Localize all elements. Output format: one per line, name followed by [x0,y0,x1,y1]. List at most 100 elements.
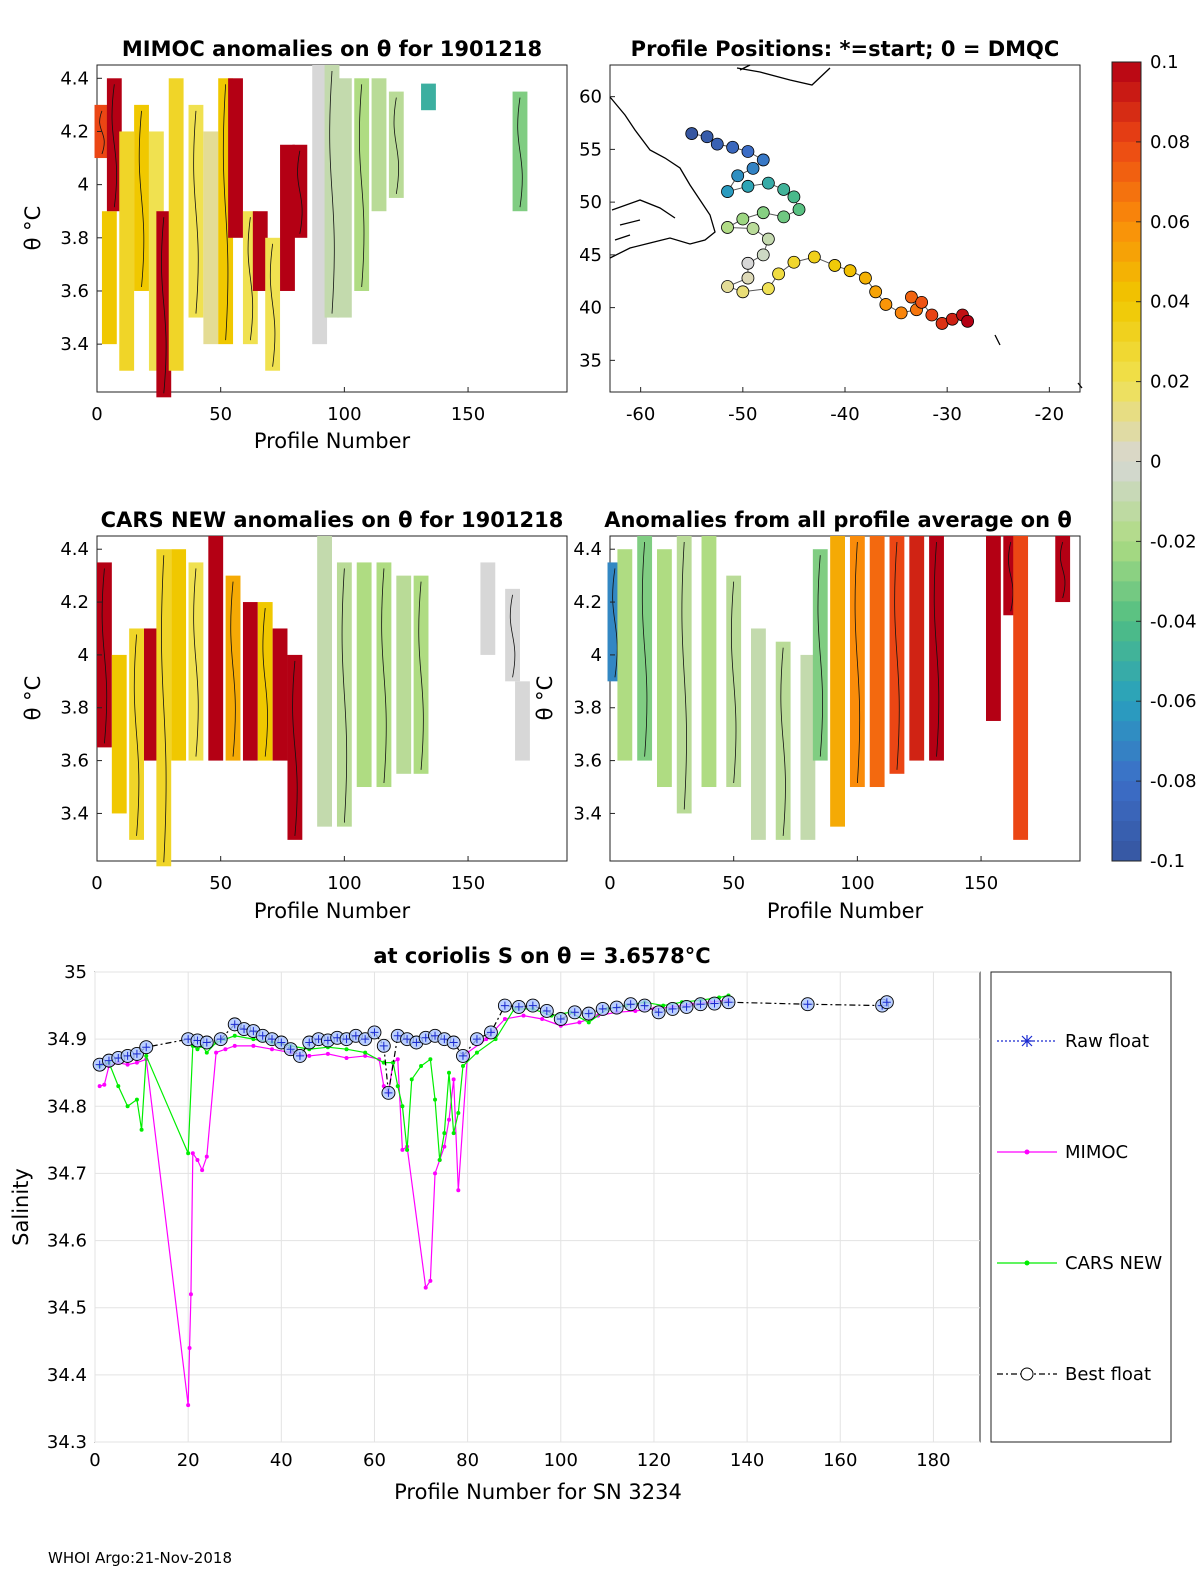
y-tick-label: 34.8 [47,1096,87,1117]
colorbar-segment [1112,381,1141,403]
mimoc-marker [521,1013,526,1018]
contour-line [297,150,303,234]
footer-stamp: WHOI Argo:21-Nov-2018 [48,1549,232,1567]
y-tick-label: 34.3 [47,1432,87,1453]
anomaly-cell [657,549,672,788]
colorbar-tick-label: 0.04 [1150,292,1190,313]
colorbar-segment [1112,701,1141,722]
raw-float-marker [286,1045,295,1054]
profile-position-marker [761,176,775,190]
x-tick-label: 100 [327,873,361,894]
profile-position-marker [741,256,755,270]
raw-float-marker [393,1031,402,1040]
colorbar-segment [1112,801,1141,822]
profile-position-marker [925,308,939,322]
mimoc-panel: 0 50 100 150 3.4 3.6 3.8 4 4.2 4.4 MIMOC anomalie… [21,37,568,453]
profile-position-marker [746,161,760,175]
cars-new-marker [474,1050,479,1055]
colorbar-segment [1112,161,1141,183]
colorbar-segment [1112,461,1141,482]
raw-float-marker [142,1043,151,1052]
latitude-tick-label: 35 [579,350,602,371]
raw-float-marker [626,1000,635,1009]
contour-line [341,568,348,823]
mimoc-marker [270,1047,274,1052]
mimoc-marker [125,1062,130,1067]
profile-position-marker [726,140,740,154]
colorbar-segment [1112,621,1141,642]
anomaly-cell [701,536,717,788]
anomaly-cell [800,654,816,840]
profile-position-marker [721,185,734,198]
profile-position-marker [807,250,821,264]
contour-line [292,660,298,836]
y-tick-label: 35 [64,962,87,983]
profile-position-marker [741,145,755,158]
raw-float-marker [258,1031,267,1040]
latitude-tick-label: 50 [579,192,602,213]
anomaly-cell [171,549,187,761]
mimoc-marker [204,1154,209,1159]
contour-line [230,581,236,757]
raw-float-marker [654,1008,663,1017]
raw-float-marker [277,1038,286,1047]
anomaly-cell [272,628,288,761]
longitude-tick-label: -30 [932,404,961,425]
contour-line [269,243,276,367]
colorbar-segment [1112,541,1141,562]
profile-position-marker [756,153,770,167]
raw-float-marker [542,1006,551,1015]
cars-new-marker [419,1064,424,1068]
y-tick-label: 3.6 [60,751,89,772]
anomaly-cell [317,536,332,827]
contour-line [894,541,900,770]
colorbar-segment [1112,741,1141,762]
mimoc-marker [456,1188,461,1193]
raw-float-marker [268,1035,276,1044]
raw-float-marker [431,1031,440,1040]
mimoc-marker [97,1084,102,1089]
y-tick-label: 34.7 [47,1163,87,1184]
mimoc-marker [447,1117,451,1122]
colorbar-tick-label: -0.06 [1150,691,1197,712]
colorbar-tick-label: 0.06 [1150,212,1190,233]
x-tick-label: 0 [89,1450,100,1471]
profile-position-marker [772,267,785,281]
mimoc-marker [102,1082,107,1087]
mimoc-marker [395,1057,400,1062]
coastline [609,64,1083,389]
cars-new-marker [232,1033,237,1038]
profile-position-marker [736,285,750,299]
x-tick-label: 120 [637,1450,671,1471]
y-tick-label: 3.8 [60,698,89,719]
anomaly-cell [111,654,127,814]
anomaly-cell [515,681,530,761]
profile-position-marker [915,295,929,309]
anomaly-cell [1013,536,1029,840]
longitude-tick-label: -50 [728,404,757,425]
y-tick-label: 4.4 [60,539,89,560]
x-tick-label: 0 [91,873,102,894]
legend-marker [1021,1035,1033,1047]
colorbar-tick-label: 0.08 [1150,132,1190,153]
x-tick-label: 150 [451,404,485,425]
profile-position-marker [894,306,908,320]
contour-line [1008,541,1014,612]
x-tick-label: 100 [544,1450,578,1471]
anomaly-cell [830,536,845,827]
x-tick-label: 60 [363,1450,386,1471]
colorbar-segment [1112,361,1141,383]
profile-position-marker [756,248,770,262]
profile-position-marker [756,206,770,220]
mimoc-marker [134,1060,139,1065]
raw-float-marker [882,998,891,1007]
anomaly-cell [336,78,352,318]
colorbar-segment [1112,62,1141,83]
profile-position-marker [761,282,775,296]
contour-line [193,110,199,314]
raw-float-marker [249,1027,258,1036]
legend-label: MIMOC [1065,1142,1128,1163]
cars-new-marker [186,1151,191,1156]
raw-float-marker [682,1002,691,1011]
cars-new-marker [400,1104,405,1109]
